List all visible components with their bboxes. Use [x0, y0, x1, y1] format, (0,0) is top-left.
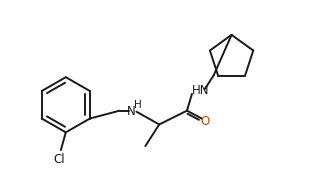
- Text: O: O: [200, 115, 209, 128]
- Text: N: N: [127, 105, 136, 118]
- Text: HN: HN: [192, 84, 209, 98]
- Text: H: H: [134, 100, 141, 110]
- Text: Cl: Cl: [53, 153, 65, 166]
